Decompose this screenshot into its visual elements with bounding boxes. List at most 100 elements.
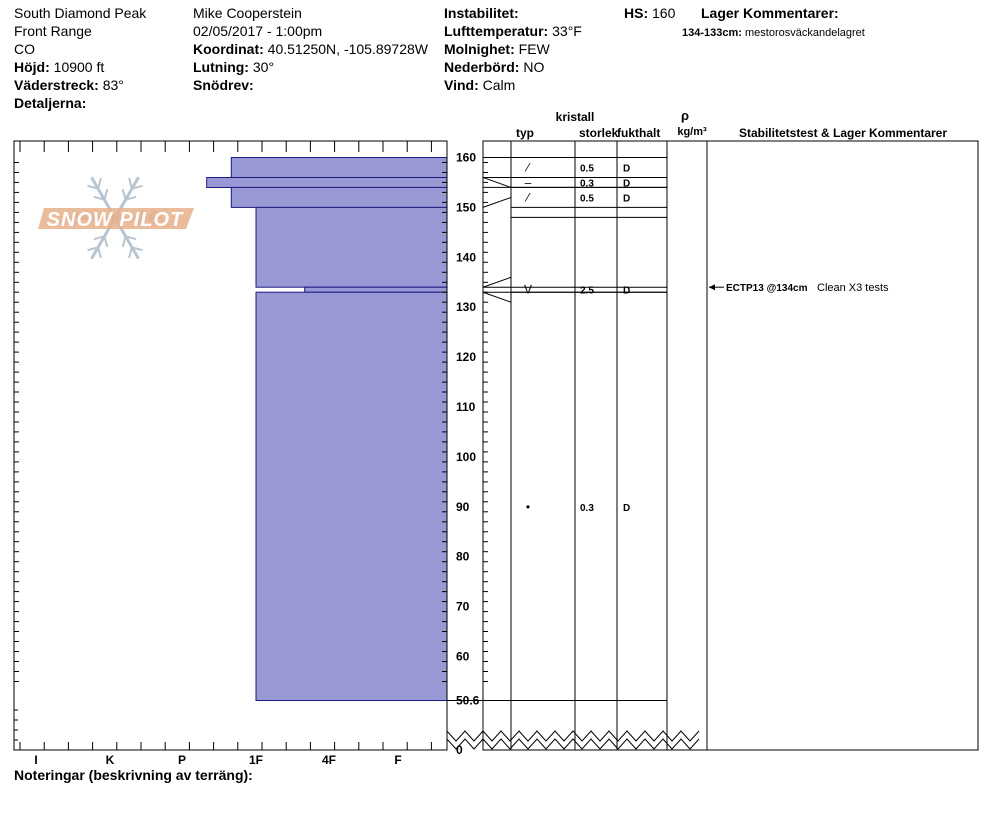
hardness-label-1F: 1F [249,753,263,767]
header-moisture: fukthalt [617,126,660,140]
header-crystal: kristall [556,110,595,124]
height-label-150: 150 [456,200,476,214]
stability-test-name-0: ECTP13 @134cm [726,283,808,294]
site-state: CO [14,41,35,57]
sky-row: Molnighet: FEW [444,40,550,58]
height-label-160: 160 [456,151,476,165]
hardness-label-4F: 4F [322,753,336,767]
wind-value: Calm [482,77,516,93]
layer-table-frame [482,140,979,751]
grain-type-1: – [525,175,532,189]
moisture-0: D [623,164,630,175]
stability-test-arrowhead-0 [709,284,715,291]
grain-size-2: 0.5 [580,193,594,204]
grain-size-1: 0.3 [580,178,594,189]
layer-comment-row: 134-133cm: mestorosväckandelagret [682,24,865,42]
snowflake-branch [121,188,127,200]
height-label-50.6: 50.6 [456,694,480,708]
grain-size-0: 0.5 [580,164,594,175]
logo-banner [38,208,194,229]
height-label-120: 120 [456,350,476,364]
hs-value: 160 [652,5,676,21]
logo-text: SNOW PILOT [47,209,184,231]
height-label-100: 100 [456,450,476,464]
header-stability: Stabilitetstest & Lager Kommentarer [739,126,947,140]
axis-break-zigzag [446,737,700,750]
snowflake-branch [125,195,137,201]
precip-value: NO [523,59,545,75]
grain-size-5: 0.3 [580,503,594,514]
height-label-80: 80 [456,550,470,564]
snowflake-branch [125,235,137,241]
layer-connector-extra [482,196,512,208]
hardness-label-K: K [106,753,115,767]
layer-connector-extra [482,276,512,288]
hardness-bar-3 [255,206,448,288]
air-temp-label: Lufttemperatur: [444,23,549,39]
snowflake-branch [131,184,143,190]
snowpilot-logo: SNOW PILOT [38,176,194,260]
height-label-60: 60 [456,650,470,664]
snowflake-branch [131,246,143,252]
grain-type-2: ⁄ [524,190,531,204]
coordinate-row: Koordinat: 40.51250N, -105.89728W [193,40,428,58]
layer-comments-title: Lager Kommentarer: [701,5,839,21]
wind-label: Vind: [444,77,479,93]
height-label-70: 70 [456,600,470,614]
air-temp-row: Lufttemperatur: 33°F [444,22,582,40]
height-label-110: 110 [456,400,476,414]
hardness-bars [206,157,448,701]
moisture-2: D [623,193,630,204]
hardness-label-F: F [394,753,401,767]
snowflake-branch [103,236,109,248]
grain-type-4: V [524,283,532,297]
elevation-label: Höjd: [14,59,50,75]
layer-connector-extra [482,291,512,303]
wind-row: Vind: Calm [444,76,515,94]
layer-comment-text: mestorosväckandelagret [745,27,865,39]
snowflake-branch [93,195,105,201]
layer-comment-range: 134-133cm: [682,27,742,39]
stability-test-annotations: ECTP13 @134cm Clean X3 tests [709,282,889,294]
moisture-5: D [623,503,630,514]
header-type: typ [516,126,534,140]
grain-size-4: 2.5 [580,286,594,297]
hardness-plot-frame [13,140,448,751]
header-density-symbol: ρ [681,108,689,123]
hs-row: HS: 160 [624,4,675,22]
hardness-bar-1 [206,177,448,188]
aspect-value: 83° [102,77,124,93]
aspect-label: Väderstreck: [14,77,99,93]
snowflake-branch [87,184,99,190]
snowflake-branch [93,235,105,241]
instability-label: Instabilitet: [444,5,519,21]
layer-table-columns [510,141,708,750]
hardness-bar-4 [304,286,448,293]
wind-drift-label: Snödrev: [193,77,254,93]
moisture-1: D [623,178,630,189]
hardness-bar-5 [255,291,448,701]
layer-connector-extra [482,176,512,188]
slope-row: Lutning: 30° [193,58,274,76]
height-label-0: 0 [456,743,463,757]
header-size: storlek [579,126,619,140]
height-label-130: 130 [456,300,476,314]
moisture-4: D [623,286,630,297]
aspect-row: Väderstreck: 83° [14,76,124,94]
terrain-notes-label: Noteringar (beskrivning av terräng): [14,767,253,783]
slope-value: 30° [252,59,275,75]
snowflake-branch [128,177,133,189]
snowflake-branch [87,246,99,252]
site-location: South Diamond Peak [14,5,147,21]
precip-row: Nederbörd: NO [444,58,544,76]
header-density-unit: kg/m³ [677,126,707,138]
observation-datetime: 02/05/2017 - 1:00pm [193,23,323,39]
grain-type-5: • [526,500,530,514]
hardness-label-P: P [178,753,186,767]
precip-label: Nederbörd: [444,59,520,75]
sky-label: Molnighet: [444,41,515,57]
elevation-value: 10900 ft [53,59,105,75]
snowflake-branch [121,236,127,248]
site-range: Front Range [14,23,92,39]
